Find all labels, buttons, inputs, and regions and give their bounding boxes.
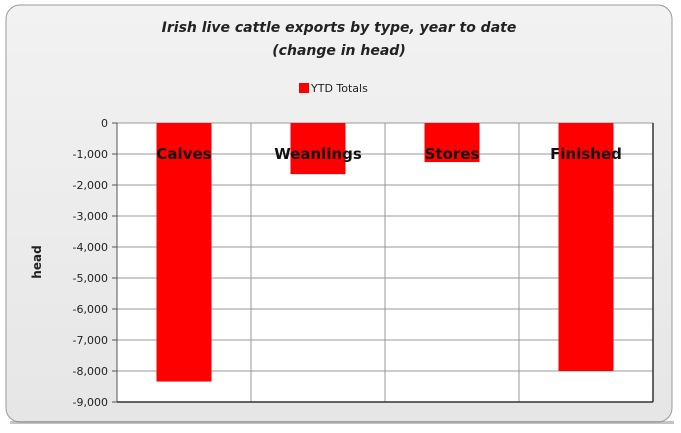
y-tick-label: -6,000	[73, 303, 108, 316]
legend: YTD Totals	[299, 82, 368, 95]
bar-weanlings	[290, 123, 346, 175]
bar-calves	[156, 123, 212, 382]
bar-finished	[558, 123, 614, 371]
y-tick-label: -5,000	[73, 272, 108, 285]
legend-label: YTD Totals	[310, 82, 368, 95]
y-axis-label: head	[30, 245, 44, 278]
y-tick-label: -4,000	[73, 241, 108, 254]
bar-stores	[424, 123, 480, 163]
legend-swatch	[299, 83, 309, 93]
y-tick-label: -9,000	[73, 396, 108, 409]
y-tick-label: -8,000	[73, 365, 108, 378]
category-label: Weanlings	[274, 145, 362, 163]
chart-title: Irish live cattle exports by type, year …	[162, 20, 517, 36]
category-label: Calves	[156, 145, 211, 163]
y-tick-label: -7,000	[73, 334, 108, 347]
chart-shadow	[10, 421, 674, 424]
chart-subtitle: (change in head)	[272, 43, 405, 59]
category-label: Stores	[425, 145, 480, 163]
category-label: Finished	[550, 145, 622, 163]
y-tick-label: -2,000	[73, 179, 108, 192]
y-tick-label: -1,000	[73, 148, 108, 161]
y-tick-label: -3,000	[73, 210, 108, 223]
y-tick-label: 0	[101, 117, 108, 130]
